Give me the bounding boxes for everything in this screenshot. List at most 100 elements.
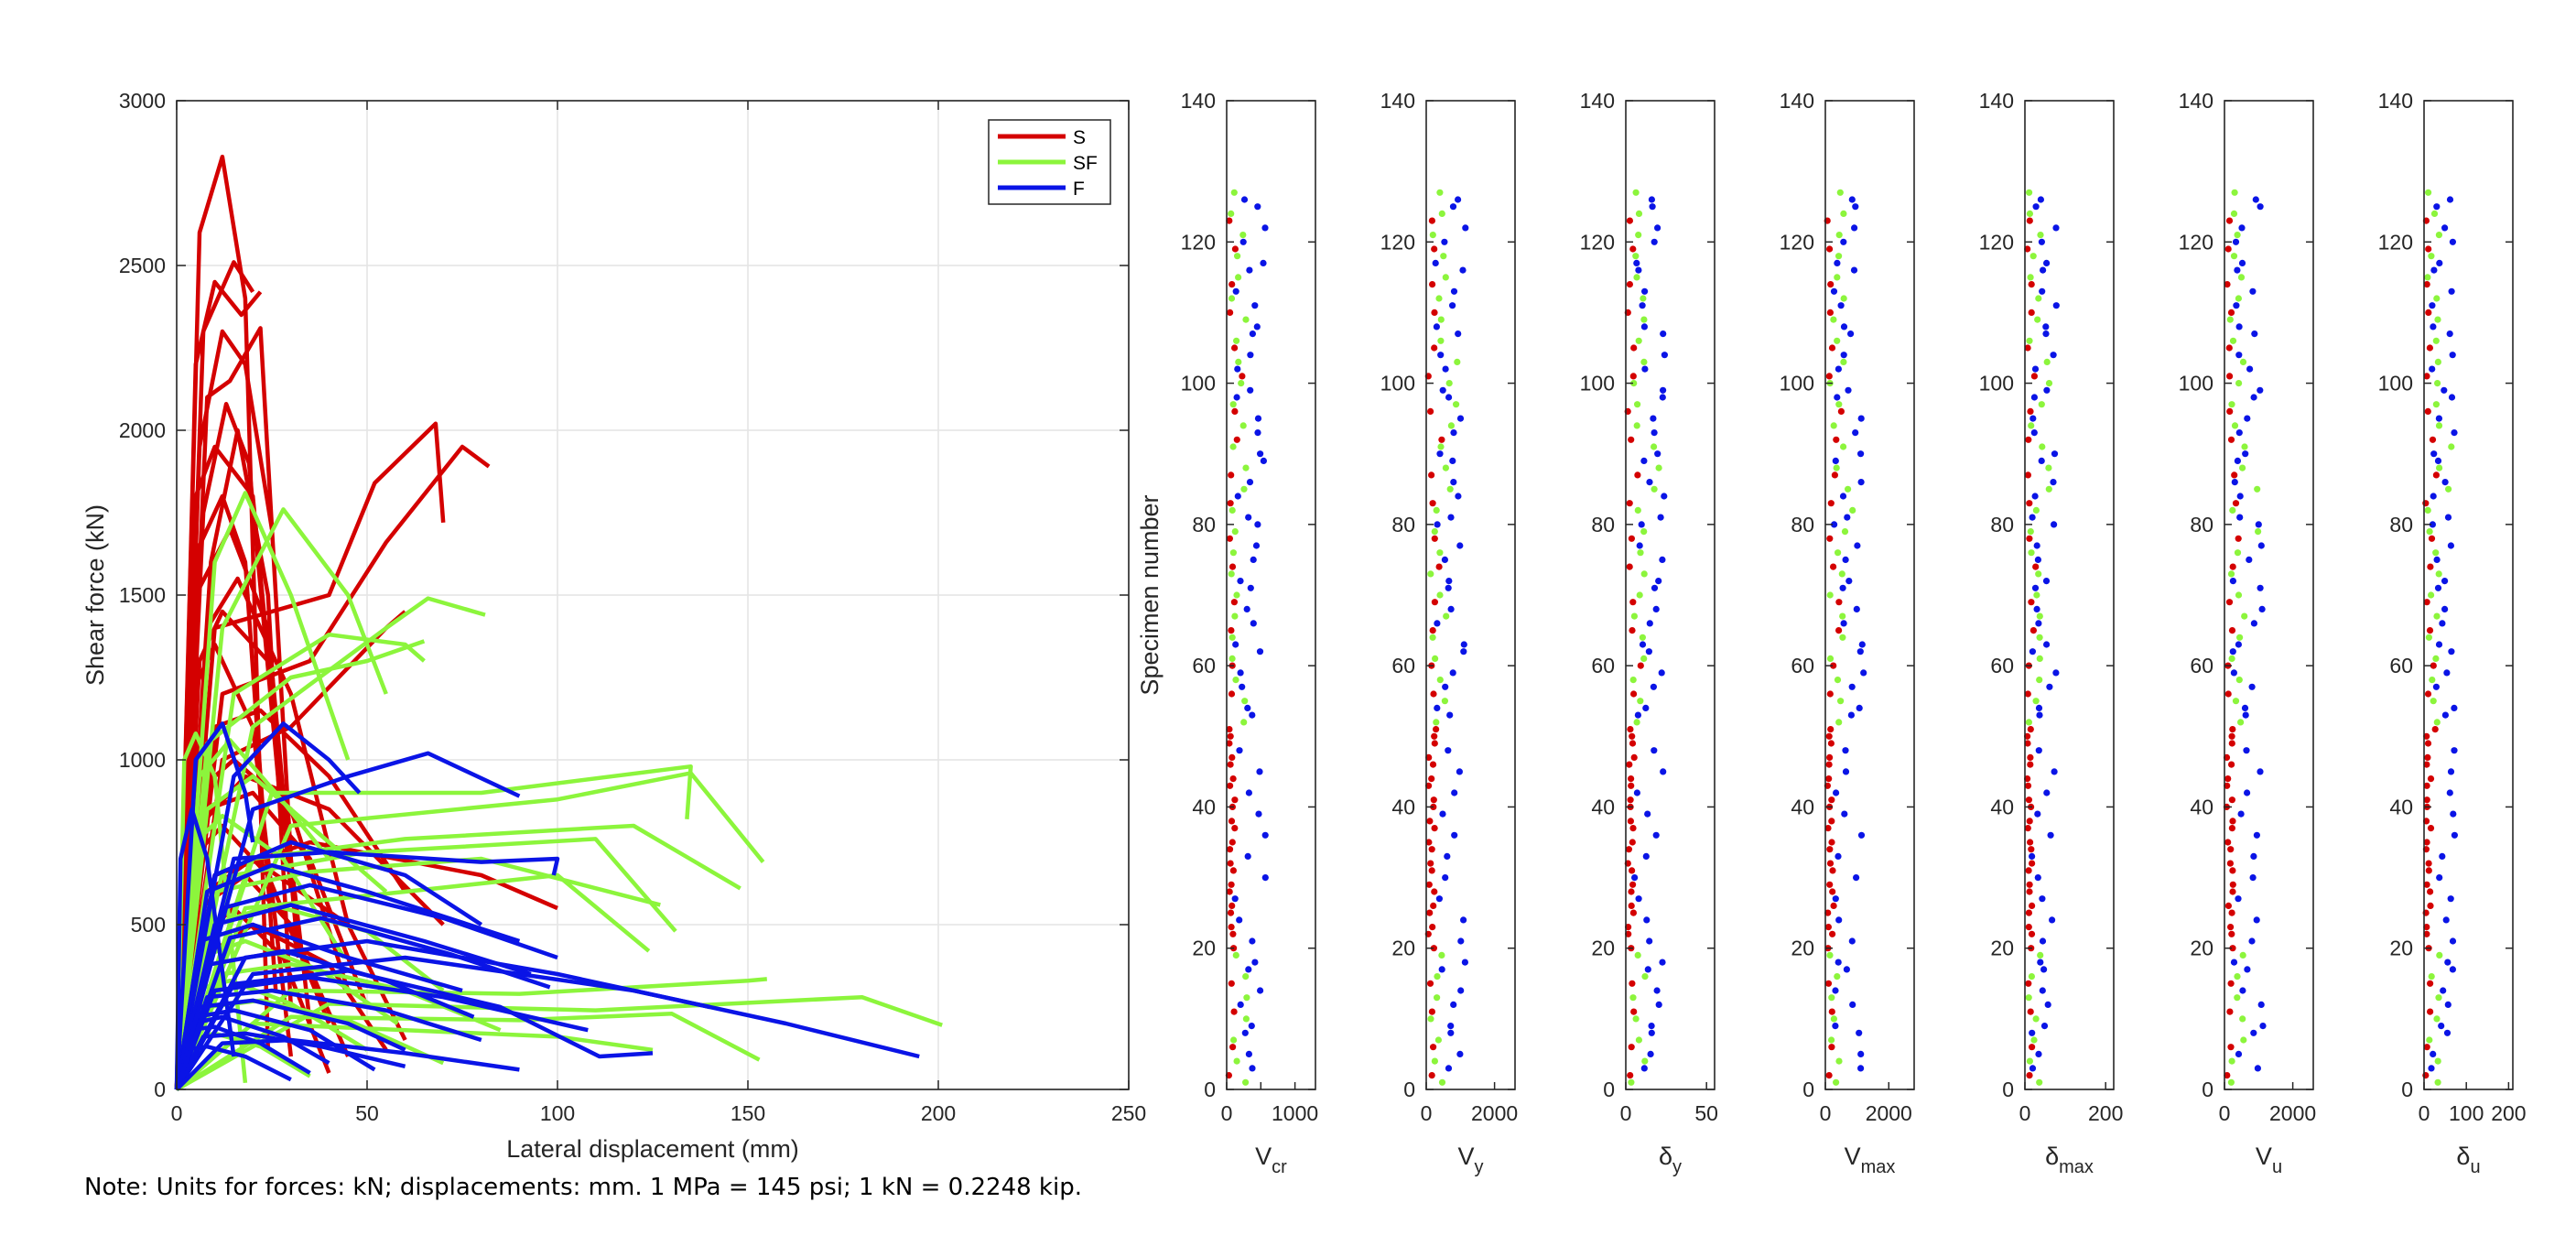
specimen-point xyxy=(1226,535,1233,542)
specimen-point xyxy=(1629,677,1637,684)
specimen-point xyxy=(1629,740,1637,747)
specimen-point xyxy=(2228,930,2235,937)
specimen-point xyxy=(1460,648,1467,655)
y-tick-label: 2500 xyxy=(119,254,166,277)
specimen-point xyxy=(1254,521,1261,528)
specimen-point xyxy=(1227,909,1235,916)
specimen-point xyxy=(2224,902,2232,910)
series-SF-curve xyxy=(175,1021,654,1091)
specimen-point xyxy=(2255,528,2262,536)
specimen-point xyxy=(1231,528,1239,536)
specimen-point xyxy=(1838,570,1845,578)
y-tick-label: 20 xyxy=(2190,937,2213,960)
specimen-point xyxy=(2435,422,2443,429)
series-F-curve xyxy=(174,807,236,1090)
specimen-point xyxy=(2427,775,2435,783)
x-tick-label: 200 xyxy=(921,1101,956,1125)
specimen-point xyxy=(2024,690,2031,698)
specimen-point xyxy=(1637,698,1644,705)
specimen-point xyxy=(2052,669,2060,677)
series-F-curve xyxy=(174,903,532,1090)
specimen-point xyxy=(1853,605,1860,613)
strip-axes-box xyxy=(1824,100,1915,1090)
specimen-point xyxy=(2430,662,2437,669)
specimen-point xyxy=(2227,980,2235,987)
x-tick-label: 200 xyxy=(2088,1101,2123,1125)
specimen-point xyxy=(1433,726,1440,733)
specimen-point xyxy=(2251,330,2258,338)
specimen-point xyxy=(1254,429,1261,437)
specimen-point xyxy=(1231,895,1239,903)
specimen-point xyxy=(2029,648,2036,655)
specimen-point xyxy=(2040,1023,2049,1030)
specimen-point xyxy=(1230,1008,1238,1015)
specimen-point xyxy=(1245,514,1252,521)
specimen-point xyxy=(1625,846,1632,853)
series-F-curve xyxy=(174,751,521,1090)
specimen-point xyxy=(2231,422,2239,429)
specimen-point xyxy=(1447,1029,1455,1036)
specimen-point xyxy=(2424,740,2432,747)
specimen-point xyxy=(2229,888,2236,895)
series-F-curve xyxy=(174,1031,406,1091)
x-tick-label: 100 xyxy=(2449,1101,2484,1125)
specimen-point xyxy=(1629,980,1636,987)
specimen-point xyxy=(1243,994,1250,1002)
specimen-point xyxy=(2032,1015,2040,1023)
x-axis-label-main: δ xyxy=(2456,1143,2470,1170)
x-axis-label-main: δ xyxy=(1659,1143,1672,1170)
specimen-point xyxy=(2229,506,2236,515)
specimen-point xyxy=(1640,1065,1648,1072)
y-tick-label: 140 xyxy=(1780,89,1814,113)
specimen-point xyxy=(2434,584,2442,591)
specimen-point xyxy=(2434,1057,2441,1065)
x-axis-label: Vcr xyxy=(1255,1143,1287,1177)
specimen-point xyxy=(2448,648,2455,655)
specimen-point xyxy=(2235,535,2242,542)
specimen-point xyxy=(1449,203,1457,211)
specimen-point xyxy=(1833,789,1840,796)
specimen-point xyxy=(1645,648,1652,655)
x-axis-label-main: V xyxy=(1457,1143,1474,1170)
specimen-point xyxy=(1228,570,1235,578)
specimen-point xyxy=(2030,1036,2038,1044)
specimen-point xyxy=(2035,295,2042,302)
x-axis-label-subscript: y xyxy=(1475,1157,1484,1177)
specimen-point xyxy=(2432,655,2440,663)
specimen-point xyxy=(1428,1008,1435,1015)
specimen-point xyxy=(2450,810,2457,818)
specimen-point xyxy=(1228,839,1236,846)
specimen-point xyxy=(2234,266,2241,274)
specimen-point xyxy=(1442,365,1449,373)
specimen-point xyxy=(1436,189,1444,196)
specimen-point xyxy=(1228,924,1235,931)
specimen-point xyxy=(2432,401,2440,408)
y-tick-label: 100 xyxy=(2378,372,2413,395)
specimen-point xyxy=(2423,373,2430,380)
specimen-point xyxy=(1659,394,1666,401)
specimen-point xyxy=(2042,330,2050,338)
specimen-point xyxy=(2033,542,2040,549)
specimen-point xyxy=(1428,775,1435,783)
strip-axes-box xyxy=(2224,100,2314,1090)
specimen-point xyxy=(1228,506,1236,515)
specimen-point xyxy=(1835,549,1842,557)
specimen-point xyxy=(1824,909,1832,916)
specimen-point xyxy=(1429,924,1436,931)
specimen-point xyxy=(2035,570,2042,578)
specimen-point xyxy=(2235,429,2243,437)
specimen-point xyxy=(2423,782,2430,789)
specimen-point xyxy=(2435,232,2442,239)
specimen-point xyxy=(1442,683,1449,690)
x-axis-label: δy xyxy=(1659,1143,1682,1177)
specimen-point xyxy=(2028,930,2036,937)
specimen-point xyxy=(1425,782,1433,789)
specimen-point xyxy=(2426,528,2433,536)
specimen-point xyxy=(1229,775,1237,783)
specimen-point xyxy=(2029,1044,2036,1051)
specimen-point xyxy=(1233,394,1240,401)
y-tick-label: 80 xyxy=(1791,513,1814,536)
y-tick-label: 80 xyxy=(1192,513,1216,536)
specimen-point xyxy=(2425,245,2432,253)
specimen-point xyxy=(1628,535,1635,542)
